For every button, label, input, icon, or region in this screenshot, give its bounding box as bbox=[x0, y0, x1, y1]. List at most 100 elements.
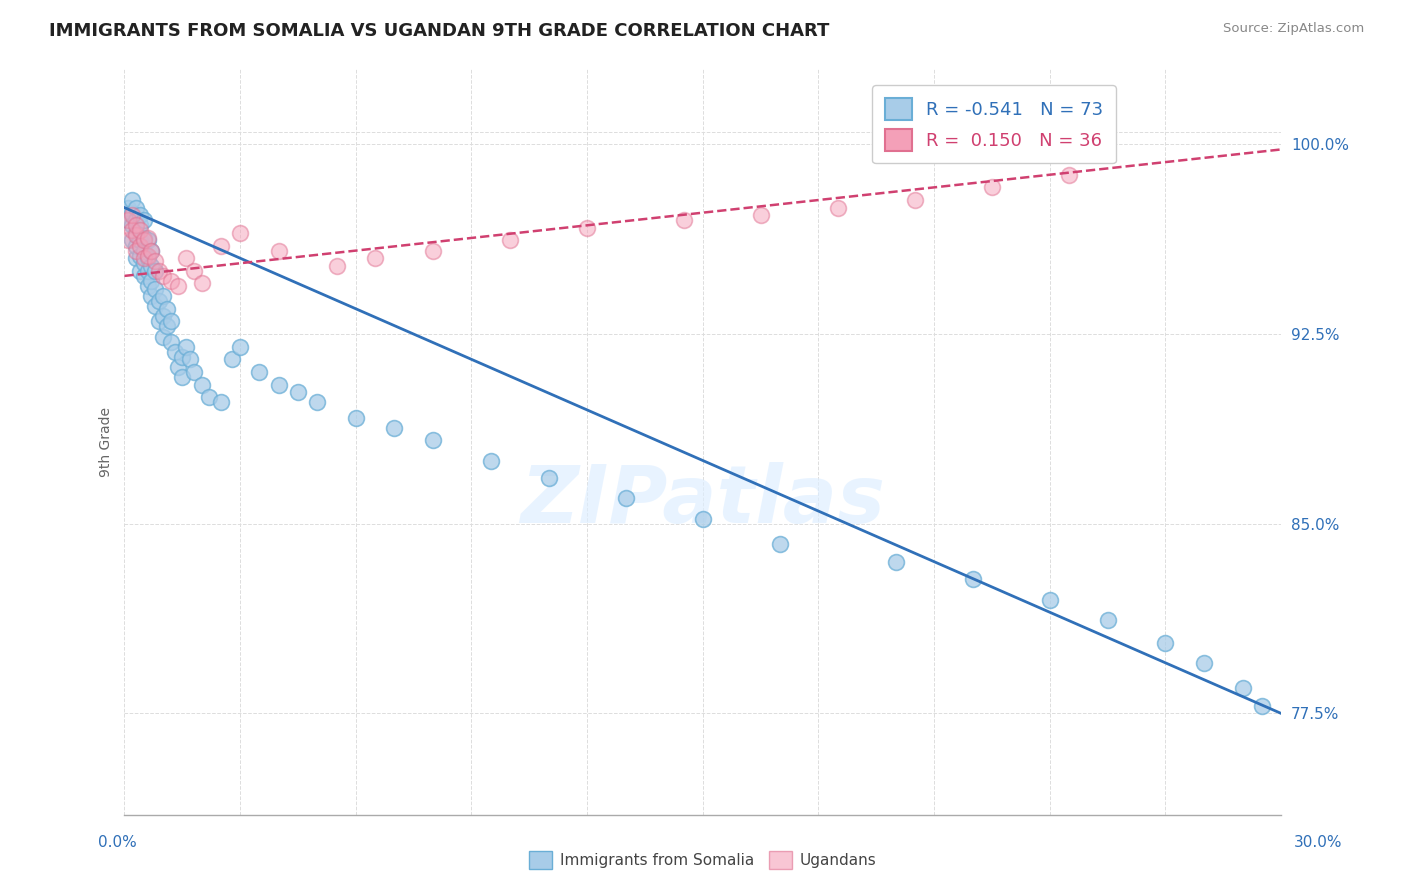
Point bbox=[827, 201, 849, 215]
Point bbox=[981, 180, 1004, 194]
Point bbox=[167, 359, 190, 374]
Point bbox=[167, 279, 190, 293]
Point bbox=[382, 420, 405, 434]
Point bbox=[1232, 681, 1254, 695]
Point bbox=[136, 264, 159, 278]
Point bbox=[148, 314, 170, 328]
Point bbox=[128, 208, 150, 222]
Point bbox=[1154, 635, 1177, 649]
Point bbox=[1039, 592, 1062, 607]
Point bbox=[537, 471, 560, 485]
Point bbox=[174, 251, 197, 265]
Point bbox=[692, 511, 714, 525]
Point bbox=[749, 208, 772, 222]
Point bbox=[136, 231, 159, 245]
Point bbox=[121, 234, 143, 248]
Point bbox=[132, 231, 155, 245]
Point bbox=[132, 268, 155, 283]
Point bbox=[136, 234, 159, 248]
Point bbox=[576, 220, 599, 235]
Point bbox=[141, 289, 163, 303]
Point bbox=[325, 259, 347, 273]
Text: 0.0%: 0.0% bbox=[98, 836, 138, 850]
Legend: R = -0.541   N = 73, R =  0.150   N = 36: R = -0.541 N = 73, R = 0.150 N = 36 bbox=[872, 85, 1116, 163]
Point bbox=[132, 213, 155, 227]
Point bbox=[132, 251, 155, 265]
Point bbox=[209, 395, 232, 409]
Point bbox=[229, 226, 252, 240]
Y-axis label: 9th Grade: 9th Grade bbox=[100, 407, 114, 476]
Point bbox=[249, 365, 271, 379]
Point bbox=[209, 238, 232, 252]
Point bbox=[125, 201, 148, 215]
Point bbox=[117, 234, 139, 248]
Point bbox=[344, 410, 367, 425]
Text: IMMIGRANTS FROM SOMALIA VS UGANDAN 9TH GRADE CORRELATION CHART: IMMIGRANTS FROM SOMALIA VS UGANDAN 9TH G… bbox=[49, 22, 830, 40]
Point bbox=[125, 251, 148, 265]
Point bbox=[125, 244, 148, 258]
Point bbox=[125, 238, 148, 252]
Point bbox=[143, 281, 166, 295]
Point bbox=[174, 340, 197, 354]
Point bbox=[121, 208, 143, 222]
Point bbox=[884, 555, 907, 569]
Point bbox=[141, 259, 163, 273]
Point bbox=[179, 352, 201, 367]
Point bbox=[307, 395, 329, 409]
Point bbox=[183, 365, 205, 379]
Text: 30.0%: 30.0% bbox=[1295, 836, 1343, 850]
Point bbox=[121, 193, 143, 207]
Point bbox=[117, 213, 139, 227]
Point bbox=[904, 193, 927, 207]
Point bbox=[128, 238, 150, 252]
Point bbox=[1192, 656, 1215, 670]
Point bbox=[148, 264, 170, 278]
Point bbox=[267, 244, 290, 258]
Point bbox=[1057, 168, 1080, 182]
Point bbox=[159, 314, 181, 328]
Point bbox=[121, 223, 143, 237]
Point bbox=[125, 228, 148, 243]
Point bbox=[125, 226, 148, 240]
Point bbox=[172, 370, 194, 384]
Point bbox=[125, 219, 148, 233]
Point bbox=[479, 453, 502, 467]
Point bbox=[422, 244, 444, 258]
Point bbox=[136, 279, 159, 293]
Point bbox=[1250, 698, 1272, 713]
Point bbox=[148, 294, 170, 309]
Point bbox=[156, 319, 179, 334]
Point bbox=[132, 234, 155, 248]
Point bbox=[159, 274, 181, 288]
Point bbox=[159, 334, 181, 349]
Point bbox=[121, 219, 143, 233]
Point bbox=[136, 249, 159, 263]
Point bbox=[125, 213, 148, 227]
Point bbox=[962, 573, 984, 587]
Point bbox=[769, 537, 792, 551]
Point bbox=[672, 213, 695, 227]
Point bbox=[614, 491, 637, 506]
Point bbox=[132, 244, 155, 258]
Point bbox=[190, 377, 212, 392]
Point bbox=[152, 289, 174, 303]
Point bbox=[152, 310, 174, 324]
Point bbox=[141, 244, 163, 258]
Point bbox=[1097, 613, 1119, 627]
Point bbox=[156, 301, 179, 316]
Point bbox=[128, 234, 150, 248]
Point bbox=[190, 277, 212, 291]
Point bbox=[128, 264, 150, 278]
Point bbox=[143, 253, 166, 268]
Point bbox=[128, 223, 150, 237]
Point bbox=[229, 340, 252, 354]
Point bbox=[128, 249, 150, 263]
Point bbox=[287, 385, 309, 400]
Point bbox=[198, 390, 221, 404]
Point bbox=[143, 264, 166, 278]
Point bbox=[141, 244, 163, 258]
Point bbox=[128, 219, 150, 233]
Point bbox=[141, 274, 163, 288]
Point bbox=[152, 268, 174, 283]
Point bbox=[499, 234, 522, 248]
